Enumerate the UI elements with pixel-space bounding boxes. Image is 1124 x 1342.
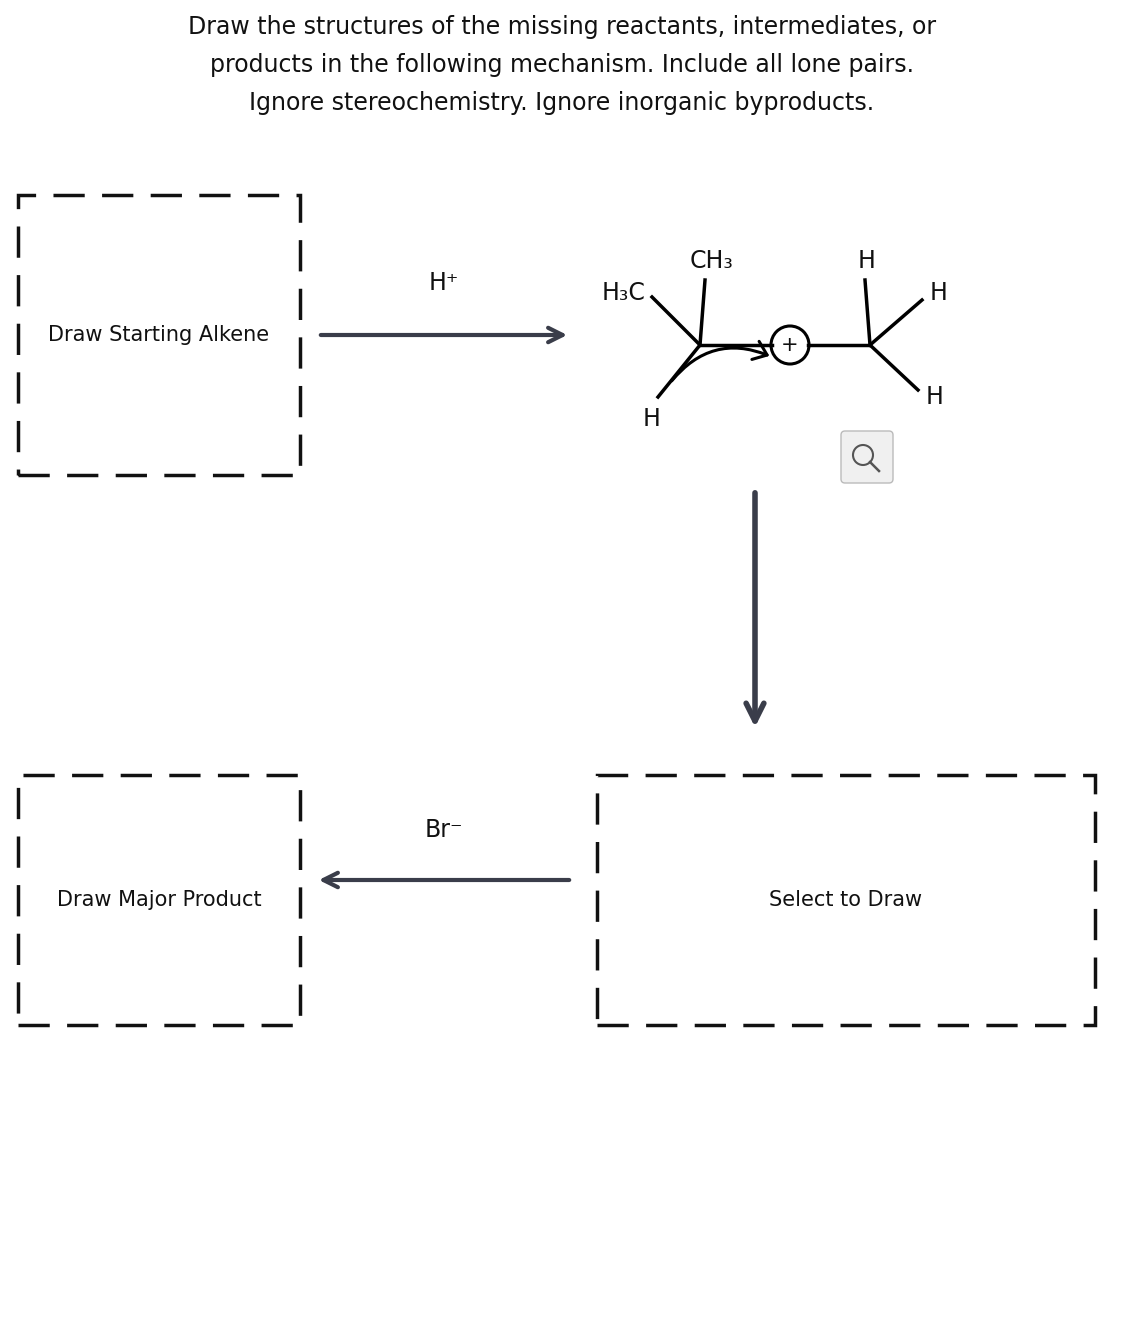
Text: Draw Major Product: Draw Major Product	[56, 890, 261, 910]
Text: Ignore stereochemistry. Ignore inorganic byproducts.: Ignore stereochemistry. Ignore inorganic…	[250, 91, 874, 115]
Text: Br⁻: Br⁻	[425, 819, 463, 841]
Text: CH₃: CH₃	[690, 250, 734, 272]
Text: H⁺: H⁺	[429, 271, 460, 295]
Bar	[18, 195, 300, 475]
Text: Select to Draw: Select to Draw	[770, 890, 923, 910]
Text: Draw the structures of the missing reactants, intermediates, or: Draw the structures of the missing react…	[188, 15, 936, 39]
FancyBboxPatch shape	[841, 431, 892, 483]
Text: products in the following mechanism. Include all lone pairs.: products in the following mechanism. Inc…	[210, 52, 914, 76]
Bar	[18, 774, 300, 1025]
Text: +: +	[781, 336, 799, 356]
Bar	[597, 774, 1095, 1025]
Text: H: H	[858, 250, 876, 272]
Text: H: H	[930, 280, 948, 305]
Text: Draw Starting Alkene: Draw Starting Alkene	[48, 325, 270, 345]
Text: H: H	[643, 407, 661, 431]
Text: H₃C: H₃C	[601, 280, 645, 305]
FancyArrowPatch shape	[672, 341, 767, 381]
Text: H: H	[926, 385, 944, 409]
